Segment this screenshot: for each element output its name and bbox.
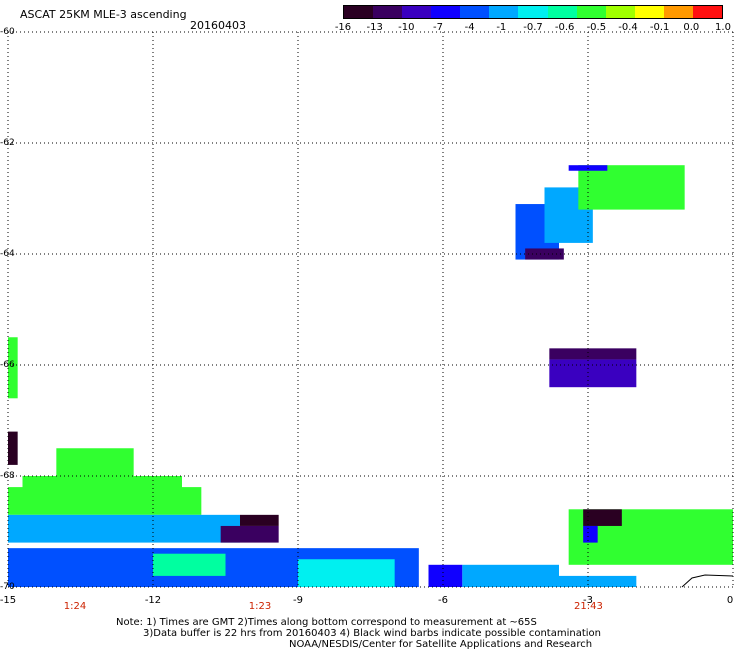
color-scale-label: 0.0	[683, 22, 700, 33]
wind-data-cells	[8, 165, 733, 587]
data-cell	[298, 559, 395, 587]
color-scale-segment	[634, 6, 664, 18]
data-cell	[583, 525, 598, 543]
lat-lon-grid	[7, 31, 734, 588]
color-scale-label: -4	[464, 22, 475, 33]
color-scale-segment	[373, 6, 403, 18]
latitude-label: -64	[0, 249, 15, 259]
data-cell	[8, 487, 202, 515]
color-scale-label: -7	[433, 22, 443, 33]
color-scale-label: -10	[398, 22, 415, 33]
data-cell	[8, 431, 18, 465]
data-cell	[549, 348, 637, 360]
color-scale-label: -0.1	[649, 22, 670, 33]
color-scale-label: -0.6	[554, 22, 575, 33]
color-scale-segment	[344, 6, 374, 18]
data-cell	[8, 337, 18, 399]
latitude-label: -60	[0, 27, 15, 37]
color-scale-segment	[460, 6, 490, 18]
latitude-label: -68	[0, 471, 15, 481]
time-label: 21:43	[574, 601, 603, 612]
color-scale-segment	[576, 6, 606, 18]
color-scale-segment	[518, 6, 548, 18]
data-cell	[530, 575, 637, 587]
map-date: 20160403	[190, 19, 246, 32]
latitude-label: -66	[0, 360, 15, 370]
color-scale-segment	[692, 6, 723, 18]
color-scale-label: -1	[496, 22, 507, 33]
time-label: 1:23	[248, 601, 272, 612]
data-cell	[8, 514, 240, 543]
data-cell	[578, 165, 685, 210]
data-cell	[153, 553, 226, 576]
data-cell	[220, 525, 279, 543]
longitude-label: -12	[144, 595, 162, 606]
data-cell	[428, 564, 463, 587]
footer-credit: NOAA/NESDIS/Center for Satellite Applica…	[289, 639, 593, 650]
longitude-label: 0	[726, 595, 734, 606]
latitude-label: -62	[0, 138, 15, 148]
map-title: ASCAT 25KM MLE-3 ascending	[20, 8, 187, 21]
latitude-label: -70	[0, 582, 15, 592]
longitude-label: -3	[583, 595, 593, 606]
color-scale-segment	[605, 6, 635, 18]
longitude-label: -9	[293, 595, 303, 606]
color-scale-label: -0.4	[618, 22, 638, 33]
coastline	[681, 574, 734, 588]
color-scale-label: -13	[366, 22, 383, 33]
time-label: 1:24	[63, 601, 87, 612]
color-scale-bar	[343, 5, 723, 19]
color-scale-segment	[547, 6, 577, 18]
color-scale-segment	[489, 6, 519, 18]
longitude-label: -15	[0, 595, 17, 606]
footer-note-1: Note: 1) Times are GMT 2)Times along bot…	[116, 617, 537, 628]
color-scale-segment	[663, 6, 693, 18]
color-scale-label: -16	[334, 22, 352, 33]
footer-note-2: 3)Data buffer is 22 hrs from 20160403 4)…	[143, 628, 601, 639]
data-cell	[549, 359, 637, 388]
data-cell	[583, 509, 622, 526]
color-scale-segment	[431, 6, 461, 18]
data-cell	[240, 514, 279, 526]
data-cell	[56, 448, 134, 476]
longitude-label: -6	[438, 595, 448, 606]
color-scale-segment	[402, 6, 432, 18]
color-scale-label: 1.0	[715, 22, 731, 33]
color-scale-label: -0.5	[586, 22, 607, 33]
data-cell	[568, 165, 608, 171]
color-scale-label: -0.7	[523, 22, 543, 33]
